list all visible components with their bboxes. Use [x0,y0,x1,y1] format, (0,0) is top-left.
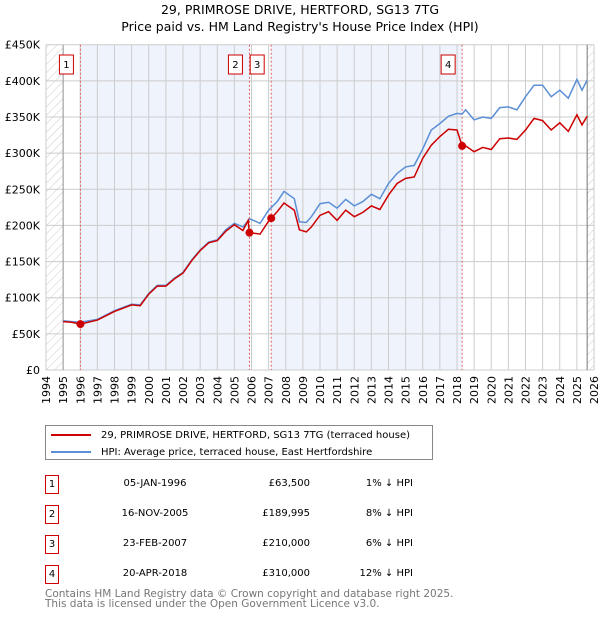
sale-point [458,141,467,150]
x-tick-label: 1994 [40,376,53,404]
x-tick-label: 2021 [502,376,515,404]
x-tick-label: 2006 [246,376,259,404]
transaction-price: £210,000 [262,538,310,549]
y-tick-label: £450K [5,39,41,52]
x-tick-label: 2024 [554,376,567,404]
x-tick-label: 2008 [280,376,293,404]
ownership-shade [271,44,463,370]
x-tick-label: 2016 [417,376,430,404]
x-tick-label: 2012 [348,376,361,404]
x-tick-label: 2010 [314,376,327,404]
x-tick-label: 2002 [177,376,190,404]
sale-label-box [249,54,265,75]
y-tick-label: £100K [5,292,41,305]
legend-label-hpi: HPI: Average price, terraced house, East… [101,446,373,458]
footer-copyright: Contains HM Land Registry data © Crown c… [45,588,454,600]
transaction-date: 20-APR-2018 [122,568,188,579]
x-tick-label: 1996 [74,376,87,404]
x-tick-label: 2009 [297,376,310,404]
x-tick-label: 2011 [331,376,344,404]
price-chart: 1994 1995 1996 1997 1998 1999 2000 2001 2002 2003… [5,39,600,404]
sale-point [267,214,276,223]
transaction-date: 23-FEB-2007 [122,538,188,549]
x-tick-label: 2005 [228,376,241,404]
transaction-hpi-diff: 12% ↓ HPI [359,568,413,579]
transaction-number: 1 [45,475,59,494]
sale-label-box [58,54,74,75]
x-tick-label: 2004 [211,376,224,404]
x-tick-label: 2003 [194,376,207,404]
sale-label-box [440,54,456,75]
legend-item-hpi: HPI: Average price, terraced house, East… [51,444,372,460]
no-data-hatch [587,44,594,370]
y-tick-label: £200K [5,219,41,232]
series-line-property [63,113,588,325]
transaction-hpi-diff: 6% ↓ HPI [365,538,413,549]
x-tick-label: 2026 [588,376,600,404]
x-tick-label: 1999 [126,376,139,404]
y-tick-label: £400K [5,75,41,88]
x-tick-label: 1995 [57,376,70,404]
legend-item-property: 29, PRIMROSE DRIVE, HERTFORD, SG13 7TG (… [51,427,410,443]
ownership-shade [80,44,250,370]
sale-label-box [227,54,243,75]
sale-label-number: 3 [254,60,260,71]
sale-point [76,320,85,329]
transaction-row: 3 23-FEB-2007 £210,000 6% ↓ HPI [45,535,413,555]
transaction-row: 1 05-JAN-1996 £63,500 1% ↓ HPI [45,475,413,495]
transaction-row: 4 20-APR-2018 £310,000 12% ↓ HPI [45,565,413,585]
y-tick-label: £0 [26,364,40,377]
transaction-price: £310,000 [262,568,310,579]
legend-swatch-property [51,434,91,436]
y-tick-label: £250K [5,183,41,196]
sale-label-number: 1 [63,60,69,71]
chart-subtitle: Price paid vs. HM Land Registry's House … [121,19,479,34]
x-tick-label: 2022 [520,376,533,404]
x-tick-label: 2000 [143,376,156,404]
x-tick-label: 2015 [400,376,413,404]
x-tick-label: 1998 [109,376,122,404]
chart-title: 29, PRIMROSE DRIVE, HERTFORD, SG13 7TG [160,2,440,17]
y-tick-label: £50K [12,328,41,341]
x-tick-label: 2014 [383,376,396,404]
transaction-price: £189,995 [262,508,310,519]
legend-label-property: 29, PRIMROSE DRIVE, HERTFORD, SG13 7TG (… [101,429,410,441]
transaction-date: 16-NOV-2005 [121,508,189,519]
x-tick-label: 2023 [537,376,550,404]
transaction-price: £63,500 [268,478,310,489]
legend-swatch-hpi [51,451,91,453]
no-data-hatch [46,44,64,370]
x-tick-label: 2025 [571,376,584,404]
transaction-hpi-diff: 1% ↓ HPI [365,478,413,489]
x-tick-label: 1997 [91,376,104,404]
transaction-number: 4 [45,565,59,584]
x-tick-label: 2020 [485,376,498,404]
transaction-number: 3 [45,535,59,554]
y-tick-label: £150K [5,256,41,269]
legend: 29, PRIMROSE DRIVE, HERTFORD, SG13 7TG (… [45,425,433,460]
x-tick-label: 2001 [160,376,173,404]
y-tick-label: £300K [5,147,41,160]
x-tick-label: 2007 [263,376,276,404]
y-tick-label: £350K [5,111,41,124]
x-tick-label: 2018 [451,376,464,404]
x-tick-label: 2019 [468,376,481,404]
transaction-hpi-diff: 8% ↓ HPI [365,508,413,519]
transaction-number: 2 [45,505,59,524]
transaction-date: 05-JAN-1996 [123,478,187,489]
x-tick-label: 2017 [434,376,447,404]
x-tick-label: 2013 [365,376,378,404]
sale-point [245,228,254,237]
sale-label-number: 4 [445,60,451,71]
sale-label-number: 2 [232,60,238,71]
footer-licence: This data is licensed under the Open Gov… [45,598,380,610]
footer: Contains HM Land Registry data © Crown c… [45,588,454,610]
transaction-row: 2 16-NOV-2005 £189,995 8% ↓ HPI [45,505,413,525]
